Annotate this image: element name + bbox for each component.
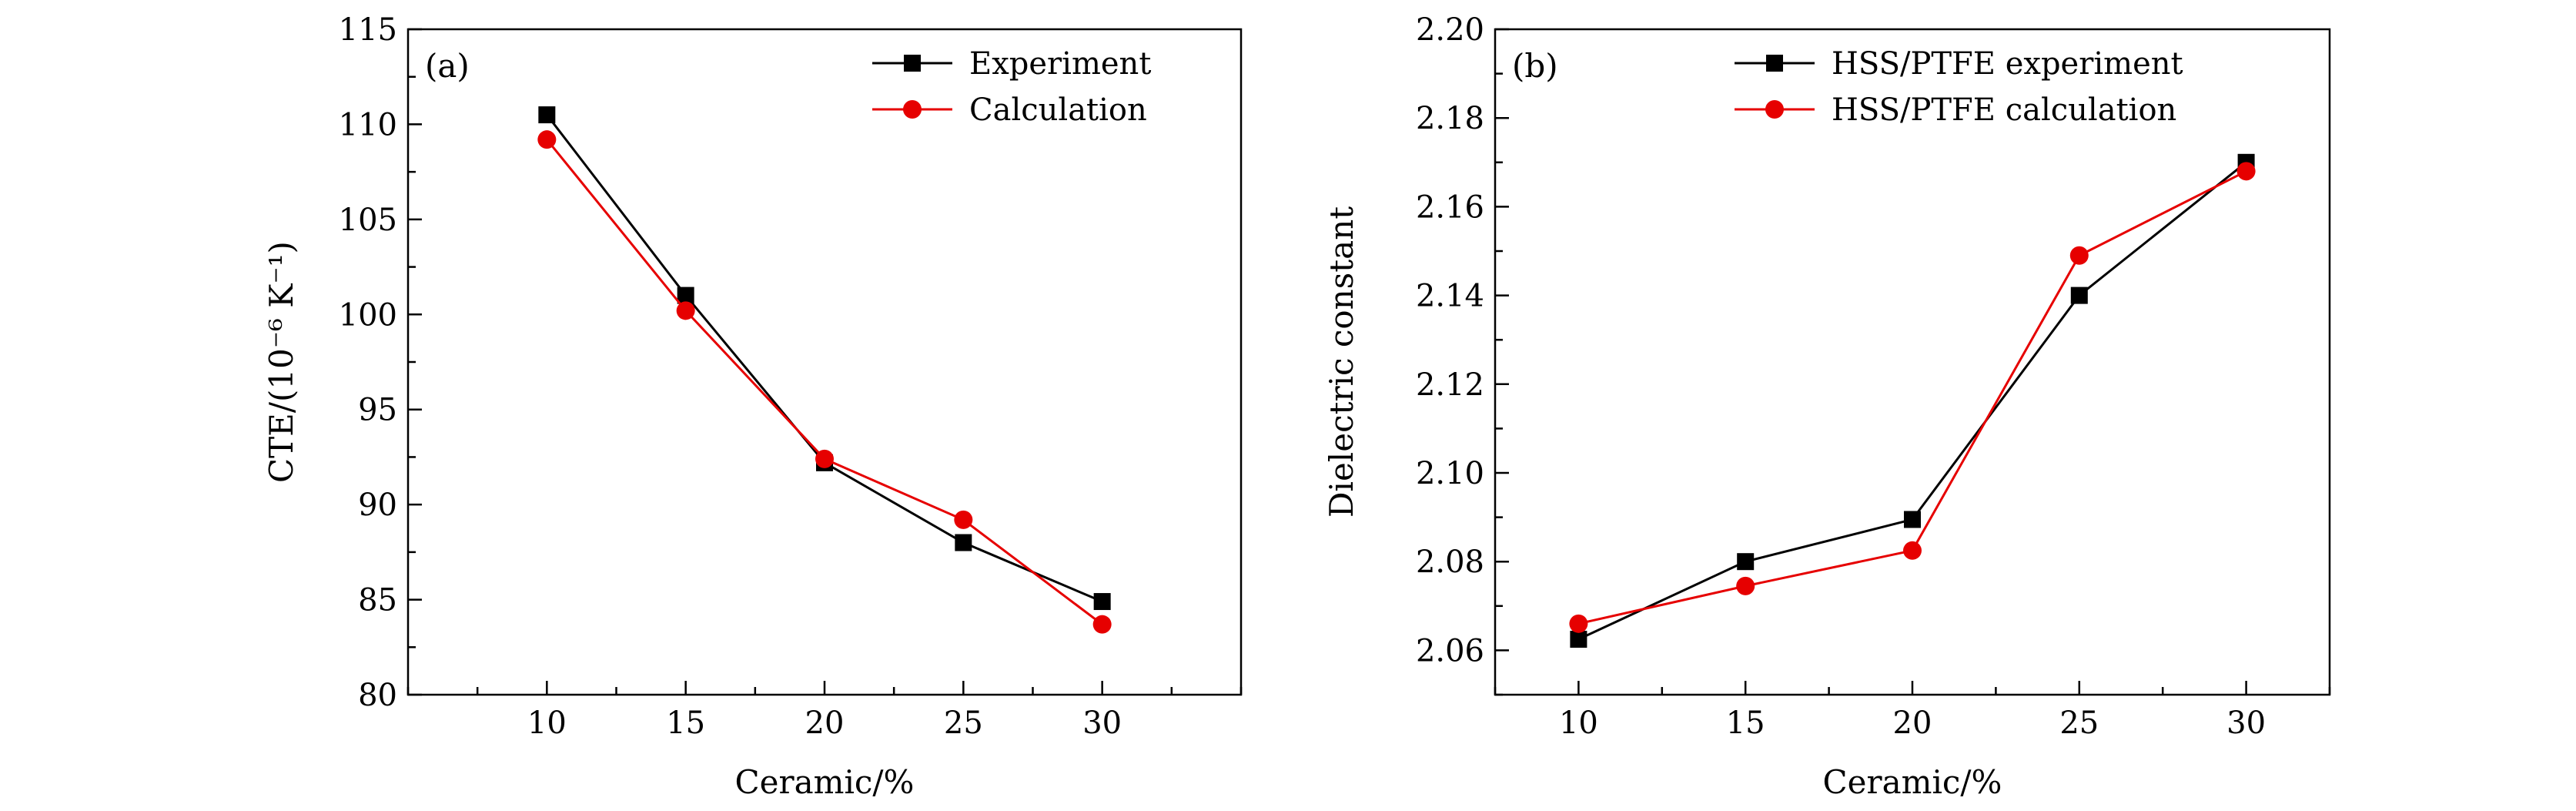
x-tick-label: 30	[1082, 705, 1122, 741]
plot-frame	[1494, 28, 2331, 696]
data-point	[2070, 287, 2088, 304]
legend-label: HSS/PTFE calculation	[1832, 92, 2176, 128]
data-point	[954, 510, 973, 529]
data-point	[676, 301, 695, 320]
legend-marker	[1765, 100, 1784, 119]
x-tick-label: 15	[666, 705, 705, 741]
x-tick-label: 30	[2226, 705, 2266, 741]
data-point	[1092, 615, 1112, 634]
series-1	[537, 130, 1112, 634]
x-tick-label: 10	[527, 705, 567, 741]
data-point	[815, 449, 834, 468]
chart-panel-b: 10 15 20 25 30 2.06 2.08 2.10 2.12 2.14 2.16 2.18 2.…	[1323, 12, 2331, 801]
x-tick-label: 20	[1893, 705, 1932, 741]
y-tick-label: 100	[339, 297, 397, 333]
data-point	[1904, 511, 1921, 528]
x-tick-label: 25	[2059, 705, 2099, 741]
y-tick-label: 90	[358, 488, 397, 523]
y-tick-label: 115	[339, 12, 397, 48]
panel-label: (a)	[425, 47, 470, 85]
series-line	[546, 114, 1103, 603]
y-axis-title: CTE/(10⁻⁶ K⁻¹)	[263, 241, 300, 483]
legend-marker	[1766, 55, 1783, 72]
y-tick-label: 95	[358, 393, 397, 428]
y-tick-label: 2.20	[1416, 12, 1484, 48]
chart-panel-a: 10 15 20 25 30 80 85 90 95 100 105 110 115 Ceramic/% C…	[263, 12, 1243, 801]
series-line	[1577, 161, 2247, 641]
data-point	[1093, 593, 1111, 611]
series-1	[1569, 162, 2256, 633]
data-point	[1569, 614, 1588, 633]
legend-marker	[903, 100, 922, 119]
y-tick-label: 80	[358, 678, 397, 713]
data-point	[538, 106, 556, 124]
data-point	[1736, 576, 1755, 595]
x-tick-label: 10	[1559, 705, 1598, 741]
x-axis-title: Ceramic/%	[735, 763, 915, 801]
y-tick-label: 2.08	[1416, 545, 1484, 580]
x-tick-label: 25	[944, 705, 983, 741]
y-tick-label: 2.06	[1416, 633, 1484, 669]
plot-frame	[406, 28, 1243, 696]
y-tick-label: 110	[339, 107, 397, 142]
series-0	[1570, 153, 2255, 648]
legend-label: Calculation	[969, 92, 1147, 128]
y-tick-label: 85	[358, 583, 397, 618]
data-point	[537, 130, 557, 149]
data-point	[2069, 246, 2089, 265]
panel-label: (b)	[1512, 47, 1558, 85]
y-tick-label: 2.12	[1416, 367, 1484, 403]
data-point	[1903, 541, 1922, 560]
y-tick-label: 2.18	[1416, 101, 1484, 136]
x-tick-label: 15	[1726, 705, 1765, 741]
legend-label: Experiment	[969, 46, 1151, 82]
x-tick-label: 20	[805, 705, 845, 741]
data-point	[2236, 162, 2256, 181]
data-point	[1570, 631, 1587, 648]
y-tick-label: 2.16	[1416, 189, 1484, 225]
data-point	[1737, 553, 1755, 571]
legend-label: HSS/PTFE experiment	[1832, 46, 2183, 82]
x-axis-title: Ceramic/%	[1823, 763, 2002, 801]
y-tick-label: 2.10	[1416, 456, 1484, 491]
series-0	[538, 106, 1111, 611]
data-point	[677, 287, 694, 304]
y-tick-label: 2.14	[1416, 279, 1484, 314]
y-axis-title: Dielectric constant	[1323, 206, 1360, 518]
data-point	[955, 534, 972, 551]
series-line	[546, 139, 1103, 625]
y-tick-label: 105	[339, 203, 397, 238]
legend-marker	[904, 55, 921, 72]
